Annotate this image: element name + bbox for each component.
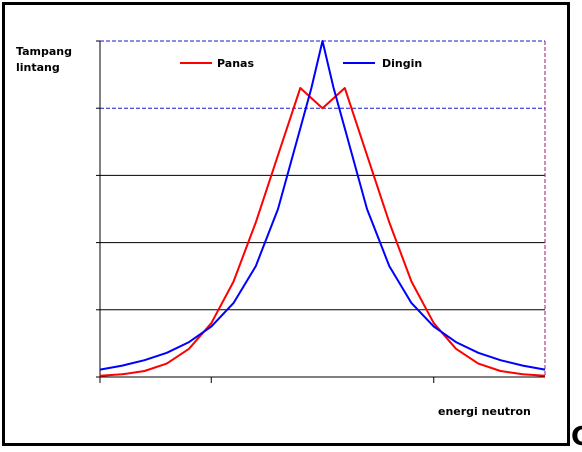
legend: Panas Dingin — [180, 57, 422, 70]
series-line-dingin — [99, 40, 546, 371]
series-line-panas — [99, 87, 546, 377]
chart-frame: Panas Dingin Tampang lintang energi neutr… — [2, 2, 570, 446]
x-axis-label: energi neutron — [438, 405, 531, 418]
y-axis-label-line-2: lintang — [16, 61, 60, 74]
axes-layer — [96, 40, 545, 383]
chart-svg: Panas Dingin Tampang lintang energi neutr… — [16, 40, 546, 418]
corner-glyph: C — [571, 422, 582, 452]
grid-layer — [100, 40, 546, 377]
series-layer — [99, 40, 546, 377]
y-axis-label-line-1: Tampang — [16, 45, 72, 58]
legend-label-panas: Panas — [217, 57, 254, 70]
legend-label-dingin: Dingin — [382, 57, 422, 70]
